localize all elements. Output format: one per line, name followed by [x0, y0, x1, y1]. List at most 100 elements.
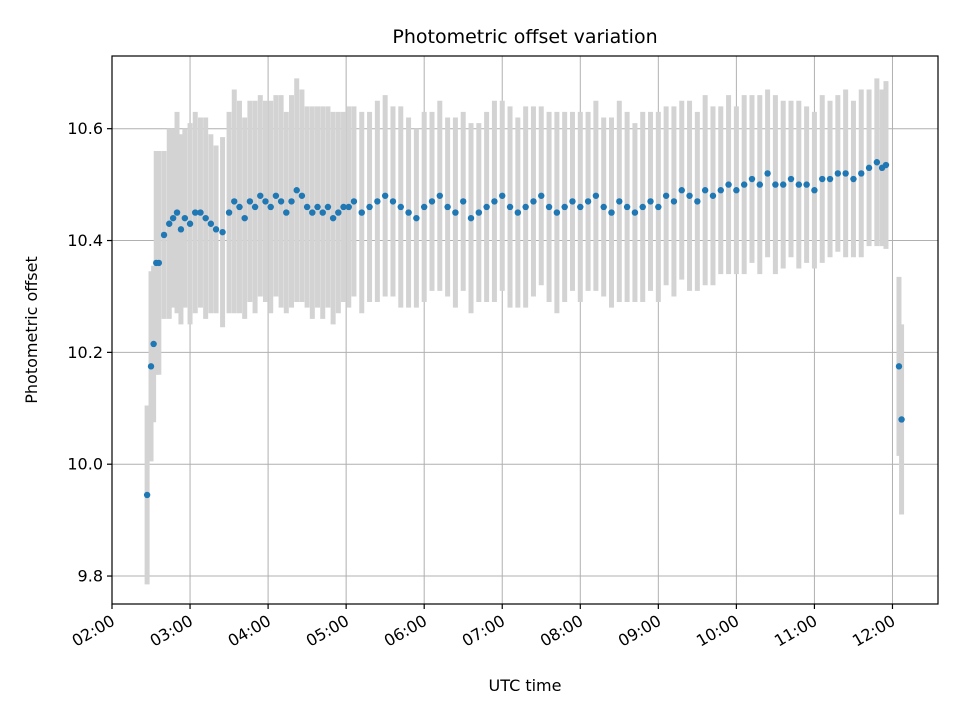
y-axis: 9.8 10.0 10.2 10.4 10.6	[67, 119, 112, 586]
data-point	[319, 209, 326, 216]
data-point	[428, 198, 436, 205]
data-point	[303, 203, 311, 211]
data-point	[143, 491, 151, 499]
data-point	[186, 220, 194, 227]
data-point	[413, 214, 420, 222]
data-point	[283, 209, 290, 216]
data-point	[335, 209, 342, 216]
data-point	[694, 198, 701, 205]
data-point	[166, 220, 173, 227]
y-tick-label: 10.2	[67, 343, 103, 362]
data-point	[514, 209, 522, 216]
data-point	[150, 340, 157, 348]
data-point	[155, 259, 163, 267]
y-tick-label: 9.8	[78, 567, 103, 586]
data-point	[460, 198, 467, 205]
data-point	[787, 175, 795, 183]
data-point	[246, 198, 254, 205]
data-point	[811, 187, 818, 194]
data-point	[748, 175, 756, 183]
y-tick-label: 10.0	[67, 455, 103, 474]
data-point	[850, 175, 857, 183]
data-point	[733, 187, 740, 194]
data-point	[882, 161, 890, 169]
data-point	[780, 181, 787, 188]
data-point	[436, 192, 443, 199]
data-point	[491, 198, 498, 205]
data-point	[670, 198, 678, 205]
data-point	[678, 187, 685, 194]
data-point	[631, 209, 639, 216]
y-tick-label: 10.4	[67, 231, 103, 250]
data-point	[420, 203, 428, 211]
data-point	[686, 192, 693, 199]
data-point	[329, 214, 337, 222]
data-point	[374, 198, 381, 205]
data-point	[717, 187, 724, 194]
data-point	[160, 231, 168, 239]
data-point	[639, 203, 646, 211]
data-point	[842, 170, 849, 177]
data-point	[764, 170, 771, 177]
data-point	[389, 198, 397, 205]
data-point	[623, 203, 631, 211]
data-point	[834, 170, 842, 177]
data-point	[236, 203, 243, 211]
data-point	[257, 192, 264, 199]
data-point	[452, 209, 459, 216]
data-point	[241, 214, 248, 222]
data-point	[358, 209, 365, 216]
data-point	[467, 214, 475, 222]
data-point	[709, 192, 717, 199]
data-point	[345, 203, 352, 211]
data-point	[177, 226, 185, 233]
data-point	[277, 198, 285, 205]
data-point	[756, 181, 763, 188]
data-point	[288, 198, 295, 205]
data-points	[143, 159, 905, 499]
data-point	[592, 192, 600, 199]
data-point	[350, 198, 358, 205]
data-point	[324, 203, 332, 211]
data-point	[506, 203, 514, 211]
data-point	[561, 203, 568, 211]
data-point	[865, 164, 873, 172]
data-point	[444, 203, 451, 211]
data-point	[662, 192, 670, 199]
data-point	[181, 214, 189, 222]
data-point	[898, 416, 905, 423]
data-point	[772, 181, 779, 188]
data-point	[366, 203, 373, 211]
data-point	[553, 209, 561, 216]
data-point	[725, 181, 732, 188]
data-point	[795, 181, 803, 188]
data-point	[577, 203, 584, 211]
data-point	[340, 203, 347, 211]
data-point	[298, 192, 306, 199]
data-point	[207, 220, 215, 227]
data-point	[600, 203, 607, 211]
data-point	[740, 181, 748, 188]
data-point	[314, 203, 321, 211]
data-point	[655, 203, 662, 211]
data-point	[538, 192, 545, 199]
x-axis-title: UTC time	[489, 676, 562, 695]
data-point	[231, 198, 238, 205]
data-point	[381, 192, 389, 199]
data-point	[262, 198, 269, 205]
data-point	[475, 209, 483, 216]
data-point	[608, 209, 615, 216]
plot-frame	[111, 55, 939, 605]
data-point	[819, 175, 826, 183]
data-point	[826, 175, 834, 183]
data-point	[219, 228, 226, 236]
data-point	[522, 203, 529, 211]
data-point	[873, 159, 881, 166]
data-point	[202, 214, 209, 222]
data-point	[647, 198, 654, 205]
data-point	[147, 363, 155, 370]
data-point	[405, 209, 412, 216]
data-point	[701, 187, 709, 194]
